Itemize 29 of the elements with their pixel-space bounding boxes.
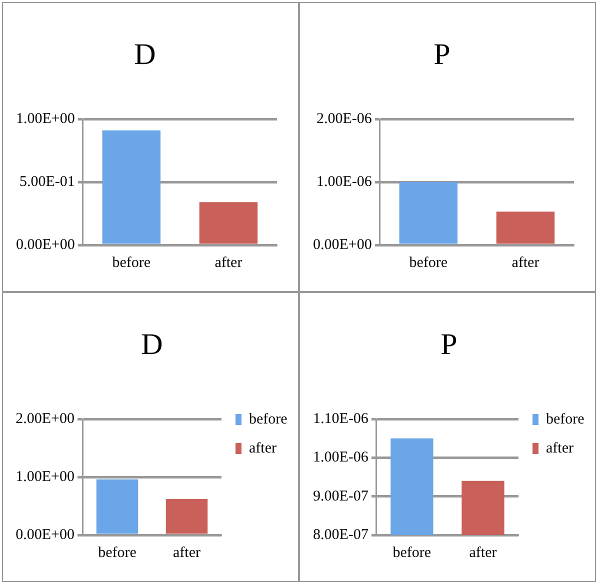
chart-title: D <box>141 328 163 361</box>
y-tick-label: 5.00E-01 <box>19 174 75 190</box>
y-tick-label: 0.00E+00 <box>16 236 75 253</box>
y-tick-label: 1.00E-06 <box>316 174 372 190</box>
y-tick-label: 1.00E+00 <box>16 468 74 485</box>
y-tick-label: 1.10E-06 <box>312 410 369 427</box>
chart-title: D <box>134 38 156 71</box>
x-tick-label: before <box>392 544 432 561</box>
y-tick-label: 0.00E+00 <box>312 236 372 253</box>
y-tick-label: 2.00E+00 <box>16 410 74 427</box>
legend-label: before <box>249 411 288 428</box>
y-tick-label: 8.00E-07 <box>312 526 369 543</box>
x-tick-label: after <box>512 254 540 271</box>
x-tick-label: after <box>214 254 242 271</box>
y-tick-label: 2.00E-06 <box>316 110 372 127</box>
x-tick-label: before <box>409 254 448 271</box>
legend-label: before <box>546 411 585 428</box>
y-tick-label: 0.00E+00 <box>16 526 74 543</box>
legend-label: after <box>546 440 574 456</box>
legend-label: after <box>249 440 276 456</box>
y-tick-label: 1.00E-06 <box>312 450 369 466</box>
x-tick-label: after <box>173 544 200 561</box>
y-tick-label: 9.00E-07 <box>312 488 369 504</box>
y-tick-label: 1.00E+00 <box>16 110 75 127</box>
x-tick-label: after <box>469 544 497 561</box>
chart-title: P <box>440 328 458 361</box>
chart-title: P <box>434 38 450 71</box>
x-tick-label: before <box>98 544 137 561</box>
x-tick-label: before <box>112 254 151 271</box>
